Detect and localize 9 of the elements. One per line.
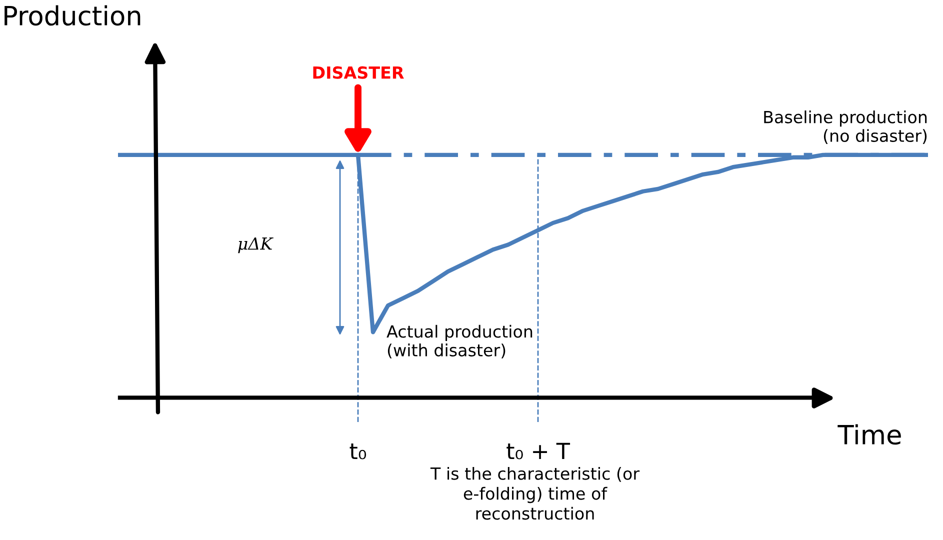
x-tick-label: t₀ + T: [506, 442, 570, 460]
x-axis-title: Time: [838, 424, 901, 445]
x-tick-label: t₀: [350, 443, 366, 460]
annotation: DISASTER: [313, 66, 404, 79]
series-label: Actual production (with disaster): [386, 324, 532, 358]
text: T is the characteristic (or e-folding) time of reconstruction: [430, 467, 640, 520]
y-axis-title: Production: [4, 5, 140, 26]
annotation: μΔK: [238, 237, 274, 254]
series-label: Baseline production (no disaster): [764, 110, 927, 144]
